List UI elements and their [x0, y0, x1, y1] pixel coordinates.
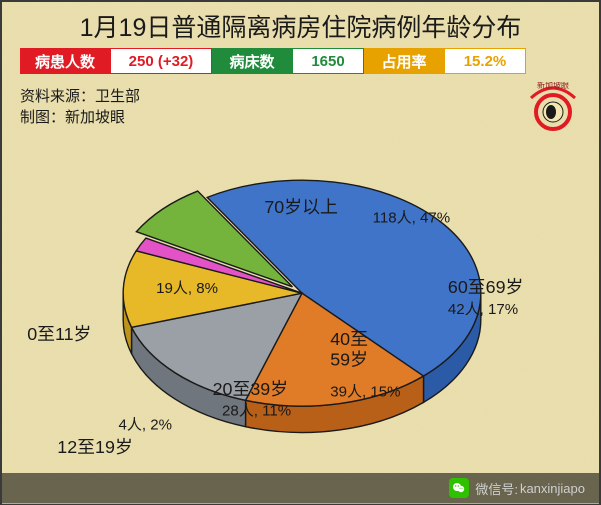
slice-value: 28人, 11%	[222, 403, 291, 420]
slice-value: 39人, 15%	[330, 384, 400, 401]
stat-cell: 15.2%	[444, 48, 526, 74]
slice-value: 118人, 47%	[373, 210, 451, 227]
footer-id: kanxinjiapo	[520, 481, 585, 496]
content-layer: 1月19日普通隔离病房住院病例年龄分布 病患人数250 (+32)病床数1650…	[2, 2, 599, 503]
stats-row: 病患人数250 (+32)病床数1650占用率15.2%	[20, 48, 581, 74]
wechat-icon	[449, 478, 469, 498]
svg-text:新加坡眼: 新加坡眼	[537, 82, 569, 90]
slice-label: 20至39岁	[213, 379, 289, 399]
stat-cell: 1650	[292, 48, 364, 74]
source-line-2: 制图：新加坡眼	[20, 107, 140, 128]
source-line-1: 资料来源：卫生部	[20, 86, 140, 107]
slice-label: 59岁	[330, 350, 368, 370]
pie-chart-3d: 70岁以上 118人, 47% 60至69岁 42人, 17% 40至59岁 39人, 1…	[52, 152, 552, 472]
page-root: 1月19日普通隔离病房住院病例年龄分布 病患人数250 (+32)病床数1650…	[0, 0, 601, 505]
slice-value: 42人, 17%	[448, 301, 518, 318]
source-attribution: 资料来源：卫生部 制图：新加坡眼	[20, 86, 140, 128]
footer-bar: 微信号: kanxinjiapo	[2, 473, 599, 503]
slice-label: 70岁以上	[264, 197, 338, 217]
slice-label: 0至11岁	[27, 324, 91, 344]
publisher-logo: 新加坡眼	[525, 82, 581, 143]
stat-cell: 250 (+32)	[110, 48, 212, 74]
footer-prefix: 微信号:	[475, 479, 518, 498]
stat-cell: 占用率	[364, 48, 444, 74]
slice-label: 12至19岁	[57, 437, 133, 457]
stat-cell: 病床数	[212, 48, 292, 74]
slice-value: 4人, 2%	[118, 417, 172, 434]
stat-cell: 病患人数	[20, 48, 110, 74]
chart-title: 1月19日普通隔离病房住院病例年龄分布	[2, 8, 599, 44]
slice-value: 19人, 8%	[156, 280, 218, 297]
slice-label: 40至	[330, 329, 368, 349]
slice-label: 60至69岁	[448, 277, 524, 297]
